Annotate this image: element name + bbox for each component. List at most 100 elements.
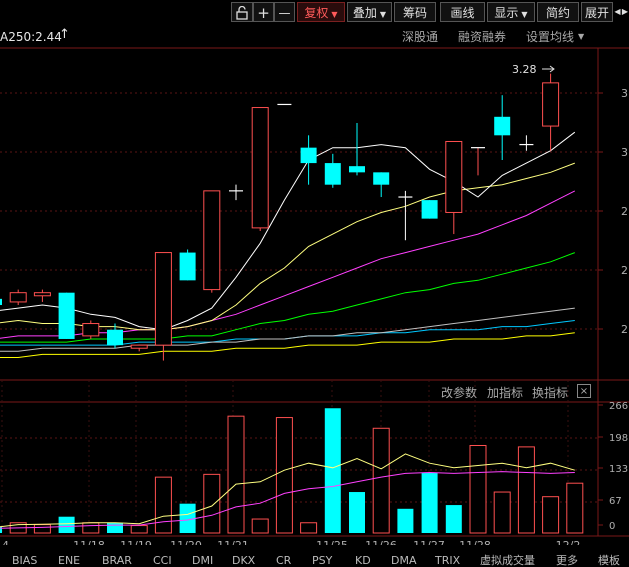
scroll-right-icon[interactable]: ▶ xyxy=(621,7,629,16)
kline-chart[interactable]: 3 3 2 2 2 266 198 133 67 0 4 11/18 11/19 11/20 11/21… xyxy=(0,0,629,545)
volume-axis-label: 266 xyxy=(609,401,628,412)
candle xyxy=(373,172,390,198)
volume-axis-label: 0 xyxy=(609,521,615,532)
candle-body xyxy=(33,292,51,297)
volume-bar xyxy=(203,473,221,534)
scroll-left-icon[interactable]: ◀ xyxy=(614,7,621,16)
volume-bar xyxy=(107,522,123,533)
volume-ma-line-1 xyxy=(0,453,575,528)
candle xyxy=(519,135,534,151)
switch-indicator-link[interactable]: 换指标 xyxy=(532,386,569,400)
candle xyxy=(494,95,511,160)
indicator-tab[interactable]: ENE xyxy=(58,554,81,567)
indicator-tabs: BIAS ENE BRAR CCI DMI DKX CR PSY KD DMA TRIX 虚拟成交量 更… xyxy=(0,554,629,567)
volume-bar xyxy=(542,496,560,534)
candle xyxy=(398,190,413,241)
volume-bar xyxy=(275,417,293,534)
ma30-line xyxy=(0,252,575,343)
chevron-down-icon: ▼ xyxy=(331,10,338,19)
chevron-down-icon: ▼ xyxy=(379,10,387,19)
indicator-tab[interactable]: BIAS xyxy=(12,554,38,567)
date-label: 11/26 xyxy=(365,539,397,545)
candle-body xyxy=(349,166,365,173)
display-dropdown[interactable]: 显示 ▼ xyxy=(487,2,535,22)
candle-body xyxy=(324,163,341,185)
candle xyxy=(421,200,438,219)
indicator-tab[interactable]: 虚拟成交量 xyxy=(480,554,535,567)
close-icon[interactable]: × xyxy=(577,384,591,398)
date-label: 11/25 xyxy=(316,539,348,545)
candle xyxy=(542,73,560,151)
candle-body xyxy=(542,82,560,127)
indicator-tab[interactable]: TRIX xyxy=(435,554,461,567)
indicator-tab[interactable]: CCI xyxy=(153,554,172,567)
volume-bar xyxy=(154,476,172,534)
volume-bar xyxy=(324,408,341,533)
volume-axis-label: 133 xyxy=(609,464,628,475)
indicator-tab[interactable]: DKX xyxy=(232,554,256,567)
price-axis-label: 3 xyxy=(621,87,628,100)
overlay-dropdown[interactable]: 叠加 ▼ xyxy=(347,2,392,22)
volume-bar xyxy=(130,525,148,534)
indicator-tab[interactable]: 模板 xyxy=(598,554,620,567)
indicator-tab[interactable]: PSY xyxy=(312,554,333,567)
candle-body xyxy=(0,298,2,306)
display-label: 显示 xyxy=(494,6,519,20)
volume-bar xyxy=(349,492,365,533)
volume-ma-line-2 xyxy=(0,471,575,529)
brief-button[interactable]: 简约 xyxy=(537,2,579,22)
volume-bar xyxy=(82,522,100,534)
add-indicator-link[interactable]: 加指标 xyxy=(487,386,524,400)
sgt-link[interactable]: 深股通 xyxy=(402,30,439,44)
lock-icon[interactable] xyxy=(231,2,253,22)
candle xyxy=(471,147,485,176)
volume-bar xyxy=(421,472,438,533)
draw-line-button[interactable]: 画线 xyxy=(440,2,485,22)
candle xyxy=(9,289,27,306)
indicator-tab[interactable]: CR xyxy=(276,554,292,567)
zoom-out-button[interactable]: — xyxy=(274,2,295,22)
adjust-label: 复权 xyxy=(304,6,329,20)
candle-body xyxy=(494,116,511,136)
chevron-down-icon: ▼ xyxy=(521,10,528,19)
price-axis-label: 2 xyxy=(621,323,628,336)
volume-bar xyxy=(372,427,390,534)
candle xyxy=(229,184,243,201)
margin-trading-link[interactable]: 融资融券 xyxy=(458,30,507,44)
high-price-marker: 3.28 xyxy=(512,63,537,76)
candle xyxy=(82,320,100,339)
indicator-tab[interactable]: KD xyxy=(355,554,371,567)
volume-bar xyxy=(227,415,245,534)
candle xyxy=(203,190,221,293)
zoom-in-button[interactable]: + xyxy=(253,2,274,22)
indicator-tab[interactable]: DMI xyxy=(192,554,214,567)
ma-settings-link[interactable]: 设置均线 xyxy=(526,30,575,44)
overlay-label: 叠加 xyxy=(352,6,377,20)
date-label: 11/20 xyxy=(170,539,202,545)
volume-axis-label: 198 xyxy=(609,433,628,444)
indicator-tab[interactable]: BRAR xyxy=(102,554,132,567)
indicator-tab[interactable]: DMA xyxy=(391,554,417,567)
arrow-right-icon xyxy=(549,65,555,73)
candle xyxy=(324,153,341,188)
candle xyxy=(130,344,148,352)
adjust-dropdown[interactable]: 复权 ▼ xyxy=(297,2,345,22)
date-label: 11/28 xyxy=(459,539,491,545)
volume-bar xyxy=(58,516,75,533)
arrow-up-icon: ↑ xyxy=(59,27,70,42)
candle xyxy=(58,292,75,339)
candle-body xyxy=(203,190,221,291)
ma5-line xyxy=(0,131,576,331)
indicator-tab[interactable]: 更多 xyxy=(556,554,578,567)
price-axis-label: 2 xyxy=(621,264,628,277)
expand-button[interactable]: 展开 xyxy=(581,2,613,22)
change-params-link[interactable]: 改参数 xyxy=(441,386,478,400)
candle-body xyxy=(82,323,100,337)
candle-body xyxy=(251,107,269,229)
chevron-down-icon[interactable]: ▼ xyxy=(578,32,585,41)
candle xyxy=(445,140,463,235)
candle-body xyxy=(373,172,390,185)
candle-body xyxy=(58,292,75,339)
price-axis-label: 2 xyxy=(621,205,628,218)
chips-button[interactable]: 筹码 xyxy=(394,2,436,22)
